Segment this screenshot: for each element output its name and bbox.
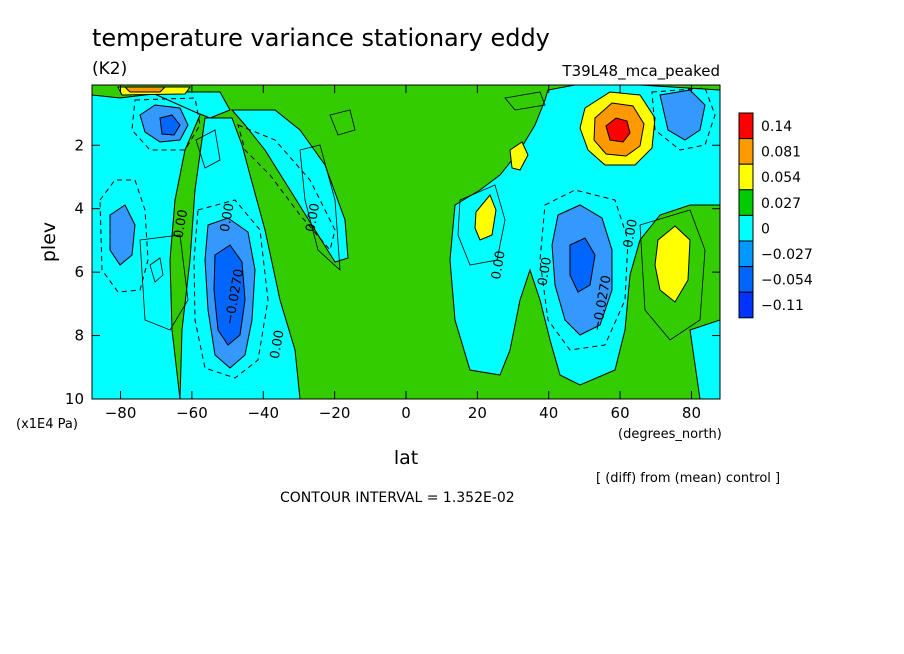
x-tick-label: 40 bbox=[539, 404, 558, 422]
x-tick-label: −80 bbox=[105, 404, 137, 422]
y-tick-label: 10 bbox=[65, 390, 84, 408]
contour-dashed-4 bbox=[539, 189, 629, 351]
x-tick-label: −20 bbox=[319, 404, 351, 422]
region-nh-strip-yellow-1 bbox=[509, 141, 529, 171]
contour-thin-3 bbox=[195, 129, 221, 169]
contour-dashed-5 bbox=[651, 87, 716, 151]
negative-contours bbox=[99, 87, 716, 379]
legend-swatch bbox=[738, 214, 754, 242]
contour-label: 0.00 bbox=[489, 250, 509, 281]
contour-dashed-3 bbox=[193, 199, 269, 379]
region-nh-strip-yellow-2 bbox=[474, 194, 497, 241]
contour-dashed-6 bbox=[237, 124, 336, 252]
legend-label: −0.027 bbox=[761, 247, 813, 263]
contour-thin-7 bbox=[299, 144, 341, 271]
x-axis: −80 −60 −40 −20 0 20 40 60 80 bbox=[105, 85, 701, 422]
legend-swatch bbox=[738, 291, 754, 319]
legend-label: 0.14 bbox=[761, 119, 792, 135]
y-axis-label: plev bbox=[38, 222, 60, 262]
contour-thin-5 bbox=[504, 91, 546, 111]
contour-label: 0.00 bbox=[218, 202, 238, 233]
x-tick-label: −60 bbox=[176, 404, 208, 422]
legend-label: −0.11 bbox=[761, 298, 804, 314]
legend-swatch bbox=[738, 266, 754, 293]
region-sh-subtrop-negative bbox=[230, 109, 349, 263]
contour-thin-8 bbox=[457, 184, 506, 266]
chart-title: temperature variance stationary eddy bbox=[92, 24, 550, 52]
legend-label: 0.027 bbox=[761, 196, 801, 212]
contour-field bbox=[92, 85, 720, 399]
contour-label: 0.00 bbox=[303, 202, 323, 233]
contour-dashed-1 bbox=[99, 179, 149, 293]
legend-label: 0.081 bbox=[761, 145, 801, 161]
region-nh-midlat-core bbox=[569, 237, 596, 293]
region-sh-top-core bbox=[159, 114, 181, 136]
positive-contours bbox=[139, 91, 706, 341]
x-tick-label: 0 bbox=[401, 404, 411, 422]
legend-swatch bbox=[738, 240, 754, 268]
region-sh-midlat-core bbox=[213, 244, 246, 346]
x-units-label: (degrees_north) bbox=[618, 427, 722, 442]
contour-thin-4 bbox=[329, 109, 356, 136]
y-tick-label: 2 bbox=[74, 136, 84, 154]
legend-swatch bbox=[738, 138, 754, 165]
contour-label: 0.00 bbox=[268, 329, 288, 360]
region-sh-top-negative bbox=[149, 91, 231, 119]
region-nh-top-blue bbox=[659, 89, 706, 141]
legend-label: −0.054 bbox=[761, 273, 813, 289]
y-tick-label: 4 bbox=[74, 200, 84, 218]
contour-label: 0.00 bbox=[535, 256, 555, 287]
x-tick-label: 80 bbox=[682, 404, 701, 422]
contour-label: 0.00 bbox=[171, 208, 191, 239]
color-legend: 0.14 0.081 0.054 0.027 0 −0.027 −0.054 −0.11 bbox=[738, 112, 813, 319]
y-tick-label: 8 bbox=[74, 327, 84, 345]
x-tick-label: 20 bbox=[468, 404, 487, 422]
legend-label: 0.054 bbox=[761, 170, 801, 186]
units-label: (K2) bbox=[92, 59, 127, 79]
experiment-label: T39L48_mca_peaked bbox=[561, 62, 720, 81]
y-tick-label: 6 bbox=[74, 263, 84, 281]
region-nh-polar-negative bbox=[689, 319, 720, 399]
contour-label: 0.00 bbox=[621, 218, 641, 249]
region-nh-right-yellow bbox=[654, 225, 691, 303]
x-axis-label: lat bbox=[394, 447, 418, 469]
x-tick-label: −40 bbox=[247, 404, 279, 422]
region-sh-top-orange bbox=[123, 86, 167, 93]
contour-thin-1 bbox=[149, 257, 164, 283]
legend-swatch bbox=[738, 163, 754, 191]
legend-swatch bbox=[738, 112, 754, 140]
y-axis: 2 4 6 8 10 bbox=[65, 136, 720, 408]
region-sh-polar-blue bbox=[109, 204, 136, 266]
legend-swatch bbox=[738, 189, 754, 216]
contour-interval: CONTOUR INTERVAL = 1.352E-02 bbox=[280, 490, 515, 506]
contour-thin-2 bbox=[139, 234, 189, 331]
contour-thin-6 bbox=[639, 209, 706, 341]
diff-note: [ (diff) from (mean) control ] bbox=[596, 471, 780, 486]
legend-label: 0 bbox=[761, 221, 770, 237]
region-nh-max-red bbox=[605, 117, 631, 143]
x-tick-label: 60 bbox=[611, 404, 630, 422]
y-units-label: (x1E4 Pa) bbox=[16, 417, 78, 432]
